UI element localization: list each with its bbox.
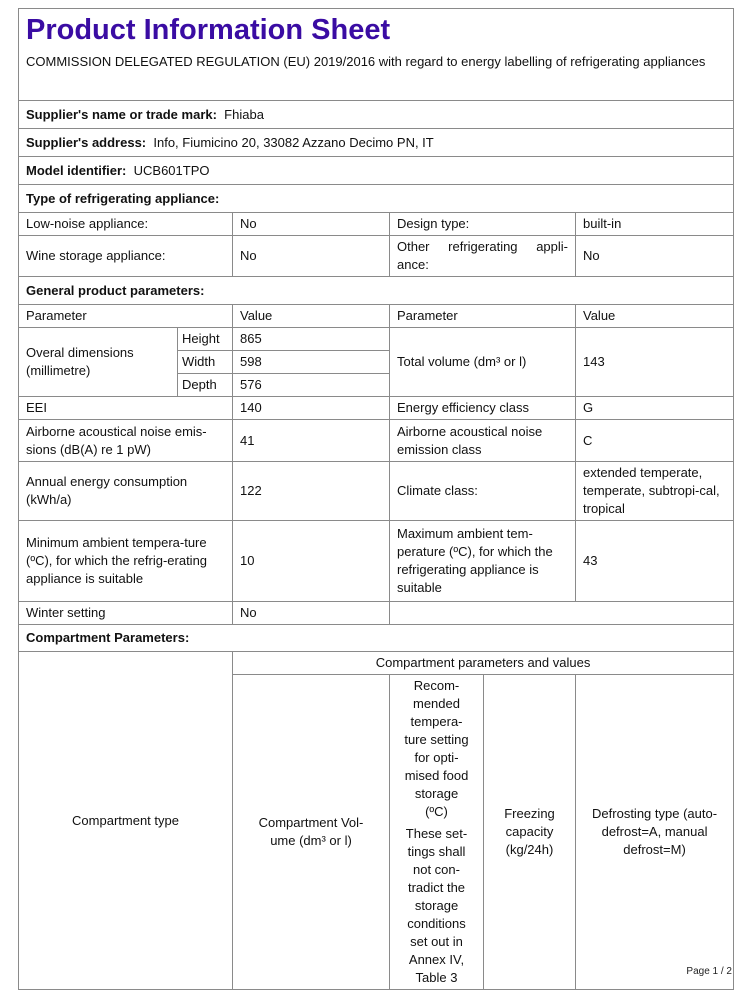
defrosting-type-header: Defrosting type (auto-defrost=A, manual … — [574, 674, 735, 990]
supplier-name-label: Supplier's name or trade mark: — [26, 106, 217, 122]
low-noise-label: Low-noise appliance: — [18, 212, 233, 236]
supplier-name-value: Fhiaba — [224, 106, 264, 122]
eei-value: 140 — [232, 396, 390, 420]
wine-storage-label: Wine storage appliance: — [18, 235, 233, 277]
noise-label: Airborne acoustical noise emis-sions (dB… — [18, 419, 233, 462]
type-heading-text: Type of refrigerating appliance: — [26, 190, 220, 206]
model-identifier-label: Model identifier: — [26, 162, 127, 178]
supplier-address-value: Info, Fiumicino 20, 33082 Azzano Decimo … — [153, 134, 434, 150]
product-information-table: Product Information Sheet COMMISSION DEL… — [17, 8, 735, 990]
col-parameter: Parameter — [18, 304, 233, 328]
height-label: Height — [177, 327, 233, 351]
winter-label: Winter setting — [18, 601, 233, 625]
compartment-heading-text: Compartment Parameters: — [26, 630, 190, 645]
climate-class-label: Climate class: — [389, 461, 576, 521]
design-type-label: Design type: — [389, 212, 576, 236]
model-identifier-value: UCB601TPO — [133, 162, 210, 178]
min-ambient-label: Minimum ambient tempera-ture (ºC), for w… — [18, 520, 233, 602]
low-noise-value: No — [232, 212, 390, 236]
depth-label: Depth — [177, 373, 233, 397]
noise-class-label: Airborne acoustical noise emission class — [389, 419, 576, 462]
design-type-value: built-in — [574, 212, 735, 236]
annual-energy-value: 122 — [232, 461, 390, 521]
dimensions-label: Overal dimensions (millimetre) — [18, 327, 178, 397]
noise-value: 41 — [232, 419, 390, 462]
recommended-temp-header: Recom-mended tempera-ture setting for op… — [389, 674, 484, 990]
supplier-name-row: Supplier's name or trade mark: Fhiaba — [17, 100, 735, 129]
recommended-temp-text: Recom-mended tempera-ture setting for op… — [404, 678, 469, 819]
regulation-text: COMMISSION DELEGATED REGULATION (EU) 201… — [26, 54, 706, 69]
col-parameter-2: Parameter — [389, 304, 576, 328]
compartment-volume-header: Compartment Vol-ume (dm³ or l) — [232, 674, 390, 990]
model-identifier-row: Model identifier: UCB601TPO — [17, 156, 735, 185]
other-appliance-label: Other refrigerating appli-ance: — [389, 235, 576, 277]
empty-cell — [388, 601, 735, 625]
energy-class-value: G — [574, 396, 735, 420]
width-label: Width — [177, 350, 233, 374]
freezing-capacity-header: Freezing capacity (kg/24h) — [483, 674, 576, 990]
max-ambient-value: 43 — [574, 520, 735, 602]
col-value: Value — [232, 304, 390, 328]
energy-class-label: Energy efficiency class — [389, 396, 576, 420]
other-appliance-value: No — [574, 235, 735, 277]
noise-class-value: C — [574, 419, 735, 462]
eei-label: EEI — [18, 396, 233, 420]
header-cell: Product Information Sheet COMMISSION DEL… — [17, 8, 735, 101]
general-heading-text: General product parameters: — [26, 282, 205, 298]
wine-storage-value: No — [232, 235, 390, 277]
depth-value: 576 — [232, 373, 390, 397]
total-volume-value: 143 — [574, 327, 735, 397]
total-volume-label: Total volume (dm³ or l) — [389, 327, 576, 397]
supplier-address-label: Supplier's address: — [26, 134, 147, 150]
supplier-address-row: Supplier's address: Info, Fiumicino 20, … — [17, 128, 735, 157]
winter-value: No — [232, 601, 390, 625]
page-title: Product Information Sheet — [26, 14, 391, 46]
height-value: 865 — [232, 327, 390, 351]
compartment-group-header: Compartment parameters and values — [231, 651, 735, 675]
general-heading: General product parameters: — [17, 276, 735, 305]
max-ambient-label: Maximum ambient tem-perature (ºC), for w… — [389, 520, 576, 602]
col-value-2: Value — [574, 304, 735, 328]
page-number: Page 1 / 2 — [686, 966, 732, 977]
climate-class-value: extended temperate, temperate, subtropi-… — [574, 461, 735, 521]
type-heading: Type of refrigerating appliance: — [17, 184, 735, 213]
compartment-type-header: Compartment type — [18, 651, 233, 990]
annual-energy-label: Annual energy consumption (kWh/a) — [18, 461, 233, 521]
recommended-temp-note: These set-tings shall not con-tradict th… — [405, 826, 468, 985]
compartment-heading: Compartment Parameters: — [17, 624, 735, 652]
width-value: 598 — [232, 350, 390, 374]
min-ambient-value: 10 — [232, 520, 390, 602]
